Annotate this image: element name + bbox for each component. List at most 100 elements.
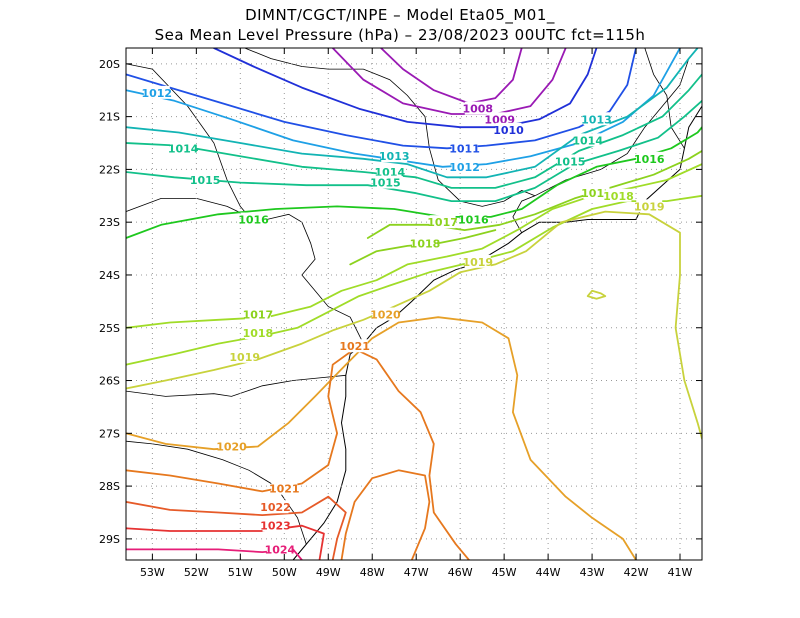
isobar-label-bg (244, 326, 271, 340)
isobar-label: 1012 (449, 161, 480, 174)
isobar-line (126, 48, 681, 168)
lon-tick-label: 41W (668, 566, 693, 579)
lat-tick-label: 22S (99, 163, 120, 176)
lon-tick-label: 42W (624, 566, 649, 579)
lat-tick-label: 23S (99, 216, 120, 229)
isobar-label-bg (636, 199, 663, 213)
state-border (126, 440, 307, 560)
lon-tick-label: 49W (316, 566, 341, 579)
lon-tick-label: 51W (228, 566, 253, 579)
isobar-line (126, 524, 325, 560)
isobar-label-bg (341, 339, 368, 353)
lon-tick-label: 44W (536, 566, 561, 579)
isobar-label-bg (636, 151, 663, 165)
isobar-label: 1017 (243, 309, 274, 322)
contour-label-layer: 1008100910101011101210121013101310141014… (141, 85, 665, 556)
isobar-label: 1013 (379, 150, 410, 163)
isobar-label-bg (266, 542, 293, 556)
isobar-line (126, 210, 702, 440)
isobar-label: 1015 (555, 155, 586, 168)
isobar-label-bg (451, 159, 478, 173)
map-title-line2: Sea Mean Level Pressure (hPa) – 23/08/20… (154, 26, 646, 44)
isobar-label-bg (192, 172, 219, 186)
state-border (244, 48, 536, 207)
isobar-label: 1018 (410, 237, 441, 250)
lat-tick-label: 26S (99, 375, 120, 388)
isobar-line (366, 150, 702, 239)
isobar-line (126, 348, 470, 560)
isobar-label: 1024 (265, 543, 296, 556)
isobar-label: 1016 (458, 214, 489, 227)
lat-tick-label: 24S (99, 269, 120, 282)
isobar-label-bg (244, 307, 271, 321)
lon-tick-label: 50W (272, 566, 297, 579)
isobar-label: 1021 (269, 483, 300, 496)
isobar-line (126, 48, 637, 150)
isobar-label: 1012 (141, 87, 172, 100)
lon-tick-label: 48W (360, 566, 385, 579)
isobar-line (126, 194, 702, 366)
isobar-line (213, 48, 598, 129)
isobar-label-bg (381, 149, 408, 163)
isobar-label-bg (460, 212, 487, 226)
isobar-label-bg (583, 112, 610, 126)
lat-tick-label: 25S (99, 322, 120, 335)
isobar-label: 1010 (493, 124, 524, 137)
isobar-label: 1013 (581, 113, 612, 126)
isobar-line (126, 99, 702, 202)
lat-tick-label: 21S (99, 111, 120, 124)
lon-tick-label: 43W (580, 566, 605, 579)
lat-tick-label: 29S (99, 533, 120, 546)
isobar-label: 1022 (260, 501, 291, 514)
isobar-line (126, 495, 347, 560)
isobar-label-bg (372, 175, 399, 189)
lon-tick-label: 45W (492, 566, 517, 579)
isobar-label: 1019 (634, 200, 665, 213)
isobar-line (126, 126, 702, 239)
state-border (644, 48, 685, 149)
state-border (512, 195, 536, 233)
isobar-label: 1019 (229, 351, 260, 364)
lon-tick-label: 46W (448, 566, 473, 579)
isobar-label-bg (262, 518, 289, 532)
isobar-label-bg (218, 439, 245, 453)
lat-tick-label: 27S (99, 427, 120, 440)
isobar-label: 1016 (238, 214, 269, 227)
isobar-label-bg (376, 165, 403, 179)
isobar-label-bg (486, 112, 513, 126)
isobar-label: 1021 (339, 340, 370, 353)
isobar-line (126, 316, 637, 560)
state-border (126, 63, 250, 218)
state-border (126, 374, 346, 397)
isobar-line (331, 48, 567, 115)
isobar-label: 1011 (449, 142, 480, 155)
lon-tick-label: 52W (184, 566, 209, 579)
isobar-label: 1008 (462, 103, 493, 116)
isobar-label: 1015 (190, 174, 221, 187)
isobar-label-bg (262, 500, 289, 514)
isobar-label: 1014 (168, 142, 199, 155)
isobar-label: 1020 (370, 309, 401, 322)
coastline-layer (126, 48, 702, 560)
coastline (363, 105, 702, 344)
isobar-label: 1020 (216, 441, 247, 454)
isobar-label: 1014 (572, 134, 603, 147)
isobar-label-bg (495, 122, 522, 136)
lat-tick-label: 20S (99, 58, 120, 71)
isobar-label: 1017 (581, 187, 612, 200)
isobar-label-bg (557, 154, 584, 168)
isobar-line (380, 48, 523, 105)
lon-tick-label: 47W (404, 566, 429, 579)
isobar-label: 1018 (603, 190, 634, 203)
lat-tick-label: 28S (99, 480, 120, 493)
contour-layer (126, 48, 702, 560)
isobar-label-bg (464, 101, 491, 115)
isobar-label-bg (464, 254, 491, 268)
isobar-label: 1018 (243, 327, 274, 340)
isobar-label: 1019 (462, 256, 493, 269)
isobar-label-bg (372, 307, 399, 321)
axis-tick-layer: 20S 21S 22S 23S 24S 25S 26S 27S 28S 29S 53W 52W 51W 5… (99, 48, 702, 579)
isobar-label: 1016 (634, 153, 665, 166)
isobar-label-bg (574, 133, 601, 147)
